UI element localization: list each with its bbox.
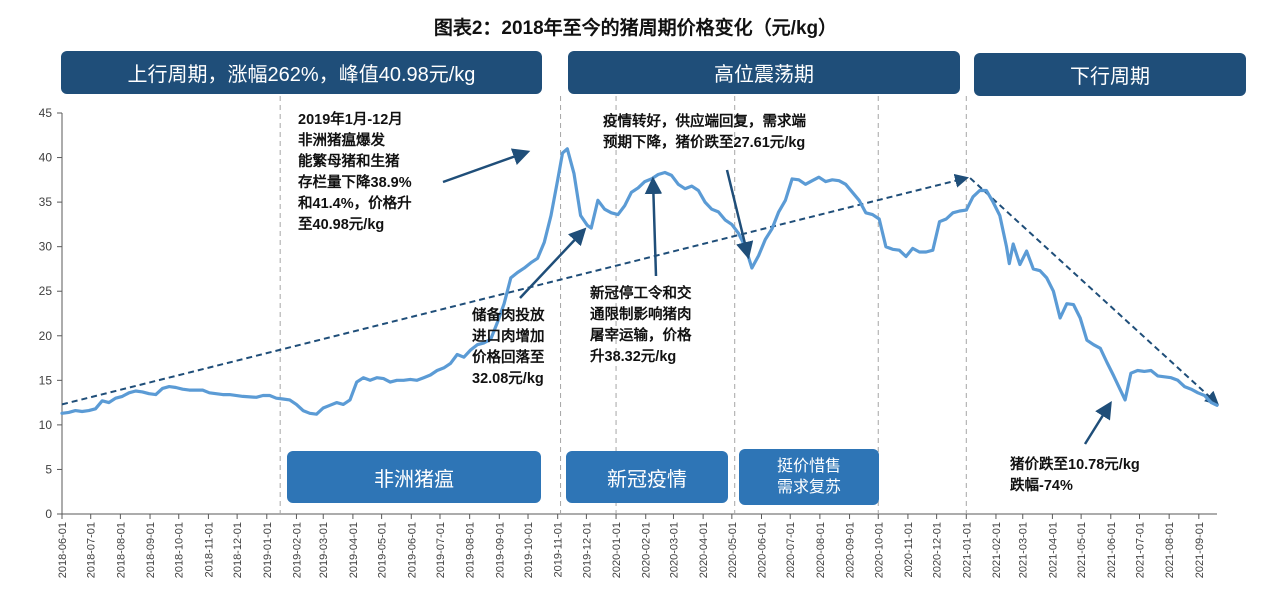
note-down: 猪价跌至10.78元/kg 跌幅-74% <box>1010 455 1140 497</box>
note-covid: 新冠停工令和交 通限制影响猪肉 屠宰运输，价格 升38.32元/kg <box>590 284 692 368</box>
trend-line-uptrend <box>61 173 970 406</box>
y-tick-label: 20 <box>39 329 53 343</box>
x-tick-label: 2020-04-01 <box>698 522 710 578</box>
banner-high-volatility: 高位震荡期 <box>568 51 960 94</box>
note-reserve-line: 储备肉投放 <box>472 308 545 324</box>
x-tick-label: 2021-06-01 <box>1106 522 1118 578</box>
x-tick-label: 2019-11-01 <box>553 522 565 577</box>
x-tick-label: 2020-03-01 <box>668 522 680 578</box>
y-tick-label: 35 <box>39 195 53 209</box>
note-reserve-line: 32.08元/kg <box>472 371 544 387</box>
x-tick-label: 2021-02-01 <box>991 522 1003 578</box>
note-asf-line: 存栏量下降38.9% <box>298 175 412 191</box>
event-asf-label: 非洲猪瘟 <box>374 468 454 491</box>
x-tick-label: 2019-04-01 <box>348 522 360 578</box>
x-tick-label: 2019-03-01 <box>318 522 330 578</box>
y-tick-label: 15 <box>39 373 53 387</box>
x-tick-label: 2020-10-01 <box>873 522 885 578</box>
x-tick-label: 2020-06-01 <box>757 522 769 578</box>
asf-annotation-arrow <box>442 148 531 184</box>
note-covid-line: 新冠停工令和交 <box>590 286 692 302</box>
banner-down-cycle: 下行周期 <box>974 53 1246 96</box>
chart-title: 图表2：2018年至今的猪周期价格变化（元/kg） <box>433 18 838 39</box>
note-reserve-line: 价格回落至 <box>472 350 545 366</box>
reserve-annotation-arrow <box>519 227 587 299</box>
note-covid-line: 升38.32元/kg <box>590 349 677 365</box>
x-tick-label: 2018-08-01 <box>115 522 127 578</box>
x-tick-label: 2018-10-01 <box>174 522 186 578</box>
x-tick-label: 2019-10-01 <box>523 522 535 578</box>
down-annotation-arrow <box>1083 401 1112 445</box>
note-asf-line: 2019年1月-12月 <box>298 112 403 128</box>
x-tick-label: 2021-05-01 <box>1076 522 1088 578</box>
event-price-support: 挺价惜售 需求复苏 <box>739 449 879 505</box>
note-asf: 2019年1月-12月 非洲猪瘟爆发 能繁母猪和生猪 存栏量下降38.9% 和4… <box>298 110 412 236</box>
x-tick-label: 2018-07-01 <box>86 522 98 578</box>
x-tick-label: 2018-11-01 <box>203 522 215 577</box>
x-tick-label: 2019-05-01 <box>377 522 389 578</box>
banner-up-cycle: 上行周期，涨幅262%，峰值40.98元/kg <box>61 51 542 94</box>
x-tick-label: 2020-08-01 <box>815 522 827 578</box>
x-tick-label: 2019-08-01 <box>465 522 477 578</box>
y-tick-label: 45 <box>39 106 53 120</box>
banner-down-cycle-label: 下行周期 <box>1070 66 1150 88</box>
x-tick-label: 2020-02-01 <box>641 522 653 578</box>
event-asf: 非洲猪瘟 <box>287 451 541 503</box>
x-tick-label: 2019-02-01 <box>291 522 303 578</box>
note-recovery-line: 疫情转好，供应端回复，需求端 <box>603 114 806 130</box>
note-asf-line: 至40.98元/kg <box>298 217 385 233</box>
x-tick-label: 2021-07-01 <box>1134 522 1146 578</box>
note-down-line: 猪价跌至10.78元/kg <box>1010 457 1140 473</box>
note-recovery-line: 预期下降，猪价跌至27.61元/kg <box>603 135 806 151</box>
note-covid-line: 屠宰运输，价格 <box>590 328 692 344</box>
y-tick-label: 25 <box>39 284 53 298</box>
event-support-line2: 需求复苏 <box>776 479 841 496</box>
y-tick-label: 30 <box>39 240 53 254</box>
x-tick-label: 2019-06-01 <box>406 522 418 578</box>
recovery-annotation-arrow <box>725 169 754 260</box>
note-asf-line: 非洲猪瘟爆发 <box>298 133 385 149</box>
y-tick-label: 10 <box>39 418 53 432</box>
note-asf-line: 和41.4%，价格升 <box>298 196 412 212</box>
x-tick-label: 2021-08-01 <box>1164 522 1176 578</box>
event-support-line1: 挺价惜售 <box>776 458 841 475</box>
y-tick-label: 5 <box>45 462 52 476</box>
note-asf-line: 能繁母猪和生猪 <box>298 154 400 170</box>
note-down-line: 跌幅-74% <box>1010 478 1073 494</box>
x-tick-label: 2020-01-01 <box>611 522 623 578</box>
x-tick-label: 2019-01-01 <box>262 522 274 578</box>
banner-high-volatility-label: 高位震荡期 <box>714 64 814 86</box>
x-tick-label: 2020-07-01 <box>785 522 797 578</box>
x-tick-label: 2018-09-01 <box>145 522 157 578</box>
y-tick-label: 40 <box>39 151 53 165</box>
event-covid: 新冠疫情 <box>566 451 728 503</box>
note-recovery: 疫情转好，供应端回复，需求端 预期下降，猪价跌至27.61元/kg <box>603 112 806 154</box>
x-tick-label: 2021-01-01 <box>961 522 973 578</box>
trend-line-downtrend <box>969 177 1220 406</box>
x-tick-label: 2021-09-01 <box>1194 522 1206 578</box>
x-tick-label: 2019-07-01 <box>435 522 447 578</box>
note-reserve: 储备肉投放 进口肉增加 价格回落至 32.08元/kg <box>472 306 545 390</box>
banner-up-cycle-label: 上行周期，涨幅262%，峰值40.98元/kg <box>127 64 476 86</box>
series-line-price <box>60 147 1219 416</box>
x-tick-label: 2021-03-01 <box>1018 522 1030 578</box>
x-tick-label: 2020-09-01 <box>845 522 857 578</box>
covid-annotation-arrow <box>644 176 663 277</box>
note-reserve-line: 进口肉增加 <box>472 329 545 345</box>
x-tick-label: 2020-11-01 <box>903 522 915 577</box>
x-tick-label: 2020-12-01 <box>932 522 944 578</box>
y-tick-label: 0 <box>45 507 52 521</box>
note-covid-line: 通限制影响猪肉 <box>590 307 692 323</box>
x-tick-label: 2018-12-01 <box>232 522 244 578</box>
x-tick-label: 2018-06-01 <box>57 522 69 578</box>
x-tick-label: 2020-05-01 <box>727 522 739 578</box>
event-covid-label: 新冠疫情 <box>607 468 687 491</box>
x-tick-label: 2019-12-01 <box>581 522 593 578</box>
x-tick-label: 2019-09-01 <box>494 522 506 578</box>
x-tick-label: 2021-04-01 <box>1047 522 1059 578</box>
